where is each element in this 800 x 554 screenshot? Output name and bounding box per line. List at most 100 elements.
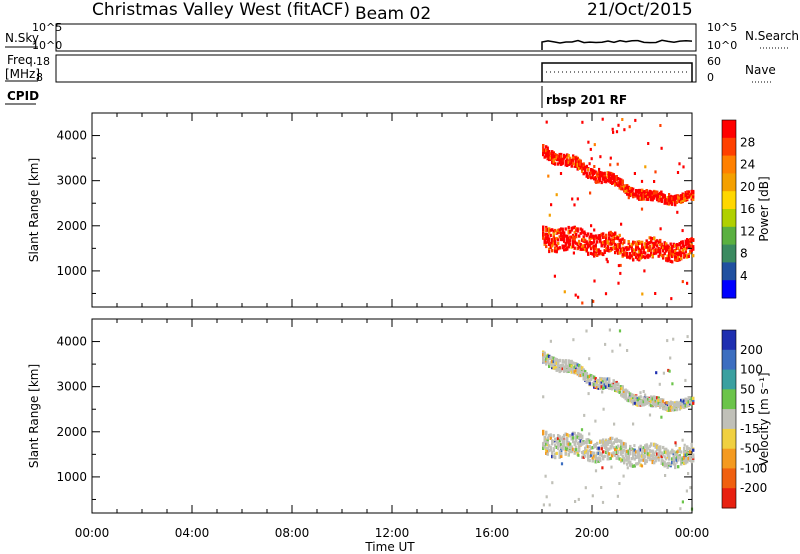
heatmap-cell <box>665 457 668 461</box>
heatmap-cell <box>681 244 684 248</box>
heatmap-cell <box>578 373 581 377</box>
heatmap-cell <box>629 452 632 456</box>
heatmap-cell <box>590 241 593 245</box>
heatmap-cell <box>564 247 567 252</box>
heatmap-cell <box>631 249 634 253</box>
heatmap-cell <box>608 440 611 444</box>
heatmap-cell <box>555 236 558 241</box>
heatmap-cell <box>680 456 683 461</box>
heatmap-cell <box>660 399 663 403</box>
heatmap-cell <box>678 407 681 411</box>
heatmap-cell <box>687 245 690 249</box>
heatmap-cell <box>684 453 687 457</box>
heatmap-cell <box>575 434 578 438</box>
heatmap-cell <box>680 254 683 258</box>
heatmap-cell <box>636 403 639 407</box>
heatmap-cell <box>674 407 677 412</box>
heatmap-cell <box>593 143 596 147</box>
heatmap-cell <box>650 449 653 453</box>
heatmap-cell <box>561 162 564 166</box>
heatmap-cell <box>582 164 585 169</box>
heatmap-cell <box>570 245 573 249</box>
heatmap-cell <box>657 398 660 402</box>
time-axis: 00:00 04:00 08:00 12:00 16:00 20:00 00:00 <box>75 526 710 540</box>
heatmap-cell <box>639 458 642 462</box>
heatmap-cell <box>674 457 677 461</box>
heatmap-cell <box>602 175 605 179</box>
heatmap-cell <box>596 253 599 257</box>
heatmap-cell <box>635 193 638 197</box>
heatmap-cell <box>567 239 570 243</box>
heatmap-cell <box>549 243 552 247</box>
heatmap-cell <box>632 402 635 406</box>
heatmap-cell <box>555 247 558 251</box>
heatmap-cell <box>585 240 588 244</box>
xtick-label: 00:00 <box>75 526 110 540</box>
heatmap-cell <box>599 385 602 389</box>
heatmap-cell <box>555 445 558 449</box>
heatmap-cell <box>600 452 603 457</box>
heatmap-cell <box>555 244 558 248</box>
heatmap-cell <box>549 448 552 452</box>
heatmap-cell <box>603 383 606 387</box>
heatmap-cell <box>677 404 680 408</box>
heatmap-cell <box>627 186 630 190</box>
heatmap-cell <box>552 454 555 459</box>
heatmap-cell <box>560 159 563 163</box>
heatmap-cell <box>576 435 579 439</box>
heatmap-cell <box>648 254 651 258</box>
heatmap-cell <box>666 449 669 453</box>
heatmap-cell <box>632 397 635 401</box>
heatmap-cell <box>582 373 585 377</box>
heatmap-cell <box>683 198 686 202</box>
heatmap-cell <box>566 155 569 159</box>
heatmap-cell <box>561 230 564 234</box>
heatmap-cell <box>644 393 647 397</box>
heatmap-cell <box>666 453 669 457</box>
heatmap-cell <box>580 428 584 432</box>
heatmap-cell <box>563 156 566 160</box>
colorbar-tick-label: 28 <box>740 135 755 149</box>
heatmap-cell <box>623 253 626 257</box>
heatmap-cell <box>545 357 548 361</box>
nsky-tick-top: 10^5 <box>32 21 62 34</box>
heatmap-cell <box>647 197 650 201</box>
heatmap-cell <box>582 455 585 459</box>
heatmap-cell <box>558 442 561 447</box>
heatmap-cell <box>618 390 621 394</box>
heatmap-cell <box>554 452 557 456</box>
heatmap-cell <box>546 446 549 450</box>
heatmap-cell <box>611 387 614 391</box>
heatmap-cell <box>605 233 608 237</box>
heatmap-cell <box>594 178 597 182</box>
heatmap-cell <box>650 454 653 458</box>
heatmap-cell <box>674 198 677 202</box>
heatmap-cell <box>645 191 648 195</box>
heatmap-cell <box>638 197 641 201</box>
heatmap-cell <box>612 245 615 249</box>
heatmap-cell <box>552 234 555 239</box>
heatmap-cell <box>567 366 570 370</box>
heatmap-cell <box>633 464 636 468</box>
freq-tick-top: 18 <box>36 55 50 68</box>
heatmap-cell <box>558 161 561 165</box>
heatmap-cell <box>578 245 581 249</box>
heatmap-cell <box>589 191 592 195</box>
heatmap-cell <box>654 292 657 295</box>
heatmap-cell <box>545 451 548 455</box>
heatmap-cell <box>551 442 554 446</box>
heatmap-cell <box>557 238 560 242</box>
heatmap-cell <box>657 240 660 244</box>
heatmap-cell <box>626 192 629 196</box>
heatmap-cell <box>554 443 557 447</box>
heatmap-cell <box>582 244 585 248</box>
heatmap-cell <box>626 456 629 460</box>
heatmap-cell <box>605 441 608 445</box>
heatmap-cell <box>678 162 681 166</box>
heatmap-cell <box>683 196 686 201</box>
heatmap-cell <box>573 203 576 207</box>
heatmap-cell <box>618 180 621 184</box>
heatmap-cell <box>690 457 693 461</box>
heatmap-cell <box>554 357 557 361</box>
heatmap-cell <box>579 435 582 439</box>
